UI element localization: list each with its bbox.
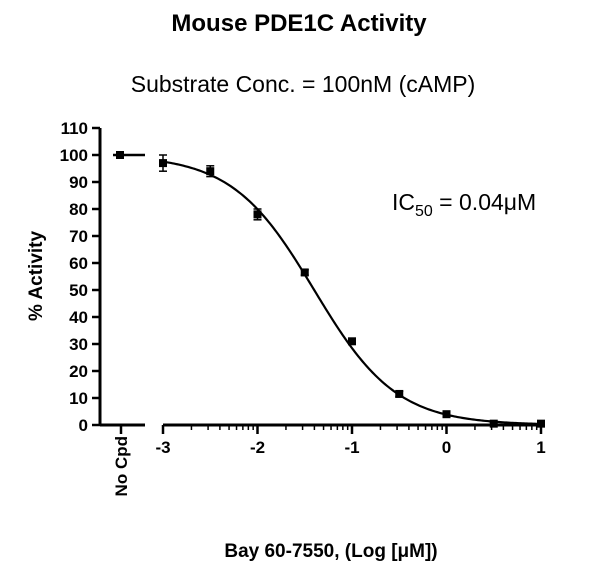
y-tick-label: 70 bbox=[69, 227, 88, 246]
x-tick-label: -3 bbox=[155, 438, 170, 457]
y-tick-label: 30 bbox=[69, 335, 88, 354]
control-label: No Cpd bbox=[112, 436, 131, 496]
data-point bbox=[537, 419, 545, 428]
y-tick-label: 90 bbox=[69, 173, 88, 192]
y-tick-label: 50 bbox=[69, 281, 88, 300]
ic50-annotation: IC50 = 0.04μM bbox=[392, 189, 536, 220]
x-tick-label: 1 bbox=[536, 438, 545, 457]
x-tick-label: 0 bbox=[442, 438, 451, 457]
y-axis-label: % Activity bbox=[26, 231, 47, 322]
y-ticks: 0 10 20 30 40 50 60 70 80 90 100 110 bbox=[60, 119, 100, 435]
y-tick-label: 60 bbox=[69, 254, 88, 273]
data-point bbox=[395, 389, 404, 398]
data-point bbox=[489, 419, 498, 428]
data-point bbox=[206, 167, 215, 176]
ic50-main: IC bbox=[392, 189, 415, 215]
chart-subtitle: Substrate Conc. = 100nM (cAMP) bbox=[131, 71, 476, 97]
x-tick-label: -2 bbox=[250, 438, 265, 457]
ic50-subscript: 50 bbox=[415, 203, 433, 220]
data-point bbox=[442, 410, 451, 419]
axes bbox=[98, 128, 541, 427]
control-group: No Cpd bbox=[112, 151, 145, 496]
ic50-value: = 0.04μM bbox=[433, 189, 536, 215]
chart-title: Mouse PDE1C Activity bbox=[171, 10, 427, 37]
y-tick-label: 80 bbox=[69, 200, 88, 219]
data-point bbox=[300, 268, 309, 277]
x-tick-label: -1 bbox=[344, 438, 359, 457]
y-tick-label: 40 bbox=[69, 308, 88, 327]
x-axis-label: Bay 60-7550, (Log [μM]) bbox=[224, 541, 437, 562]
fit-curve bbox=[162, 160, 542, 426]
y-tick-label: 10 bbox=[69, 389, 88, 408]
data-points bbox=[159, 154, 545, 428]
control-point bbox=[116, 151, 124, 159]
data-point bbox=[348, 337, 356, 346]
y-tick-label: 0 bbox=[79, 416, 88, 435]
y-tick-label: 100 bbox=[60, 146, 88, 165]
data-point bbox=[159, 159, 167, 168]
y-tick-label: 20 bbox=[69, 362, 88, 381]
data-point bbox=[253, 210, 262, 219]
y-tick-label: 110 bbox=[61, 119, 88, 138]
x-ticks: -3 -2 -1 0 1 bbox=[155, 425, 546, 457]
